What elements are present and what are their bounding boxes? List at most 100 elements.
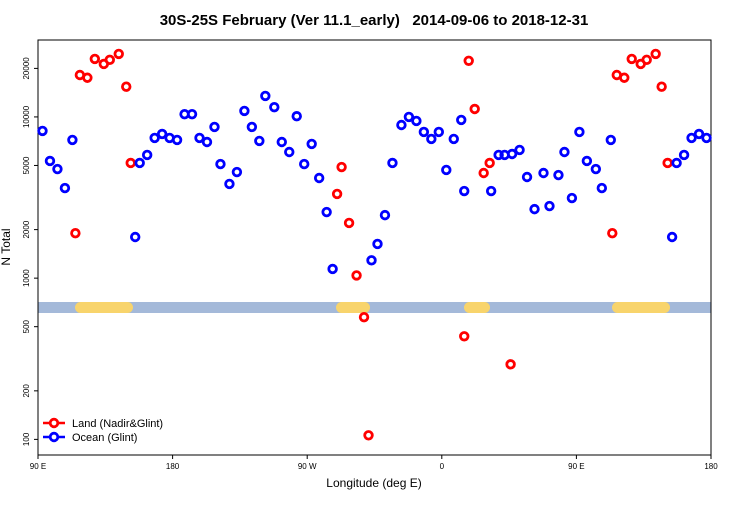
x-tick-label: 180: [704, 462, 718, 471]
point: [254, 135, 265, 147]
point: [693, 128, 705, 140]
point: [441, 164, 452, 176]
x-tick-label: 90 E: [30, 462, 46, 471]
point: [514, 144, 525, 156]
point: [701, 132, 712, 144]
point: [89, 53, 101, 65]
point: [276, 136, 287, 148]
point: [656, 81, 667, 92]
point: [459, 331, 470, 342]
band-segment: [464, 302, 490, 313]
point: [269, 101, 280, 113]
point: [171, 134, 183, 146]
point: [396, 119, 407, 131]
point: [456, 114, 467, 126]
point: [529, 203, 540, 215]
point: [246, 121, 258, 133]
point: [581, 155, 593, 167]
point: [343, 217, 355, 229]
point: [67, 134, 78, 146]
point: [506, 148, 518, 160]
point: [59, 182, 71, 194]
point: [44, 155, 56, 167]
x-tick-label: 90 E: [568, 462, 584, 471]
point: [239, 105, 250, 117]
point: [130, 231, 141, 243]
point: [426, 133, 437, 145]
point: [284, 146, 295, 158]
point: [596, 182, 608, 194]
point: [411, 115, 422, 127]
legend-marker: [48, 417, 60, 429]
x-tick-label: 180: [166, 462, 180, 471]
point: [686, 132, 697, 144]
point: [574, 126, 585, 138]
legend-marker: [48, 431, 60, 443]
point: [82, 72, 93, 83]
point: [403, 111, 415, 123]
y-tick-label: 100: [22, 432, 31, 446]
y-tick-label: 10000: [22, 105, 31, 128]
point: [231, 166, 243, 178]
point: [607, 228, 618, 239]
point: [469, 103, 480, 115]
land-band: [38, 302, 711, 313]
point: [358, 311, 370, 323]
x-axis-label: Longitude (deg E): [326, 476, 421, 490]
x-tick-label: 0: [440, 462, 445, 471]
point: [538, 167, 549, 179]
point: [505, 359, 516, 370]
point: [121, 81, 132, 92]
point: [260, 90, 271, 102]
point: [641, 54, 652, 66]
point: [134, 157, 145, 169]
point: [590, 163, 602, 175]
y-tick-label: 500: [22, 319, 31, 333]
point: [678, 149, 690, 161]
band-segment: [612, 302, 670, 313]
y-tick-label: 5000: [22, 156, 31, 174]
point: [201, 136, 213, 148]
point: [493, 149, 504, 161]
point: [141, 149, 153, 161]
point: [485, 185, 497, 197]
band-segment: [75, 302, 133, 313]
y-tick-label: 200: [22, 384, 31, 398]
point: [379, 209, 391, 221]
point: [484, 157, 495, 169]
point: [327, 263, 338, 275]
point: [626, 53, 637, 65]
point: [336, 161, 347, 173]
point: [104, 54, 115, 66]
point: [299, 158, 310, 170]
point: [387, 157, 398, 169]
point: [215, 158, 226, 170]
point: [186, 108, 198, 120]
point: [650, 48, 661, 60]
point: [149, 132, 160, 144]
point: [478, 167, 489, 179]
y-axis-label: N Total: [0, 228, 13, 265]
point: [113, 48, 124, 60]
point: [433, 126, 445, 138]
point: [321, 206, 332, 218]
band: [38, 302, 711, 313]
point: [306, 138, 317, 150]
point: [156, 128, 168, 140]
point: [37, 125, 48, 137]
point: [313, 172, 325, 184]
y-tick-label: 20000: [22, 57, 31, 80]
x-tick-label: 90 W: [298, 462, 317, 471]
chart-title: 30S-25S February (Ver 11.1_early) 2014-0…: [160, 12, 589, 29]
point: [459, 185, 470, 197]
point: [448, 133, 459, 145]
point: [372, 238, 383, 250]
y-tick-label: 1000: [22, 269, 31, 287]
point: [619, 72, 630, 83]
point: [559, 146, 570, 158]
point: [363, 430, 374, 441]
point: [52, 163, 63, 175]
point: [671, 157, 682, 169]
point: [70, 228, 81, 239]
